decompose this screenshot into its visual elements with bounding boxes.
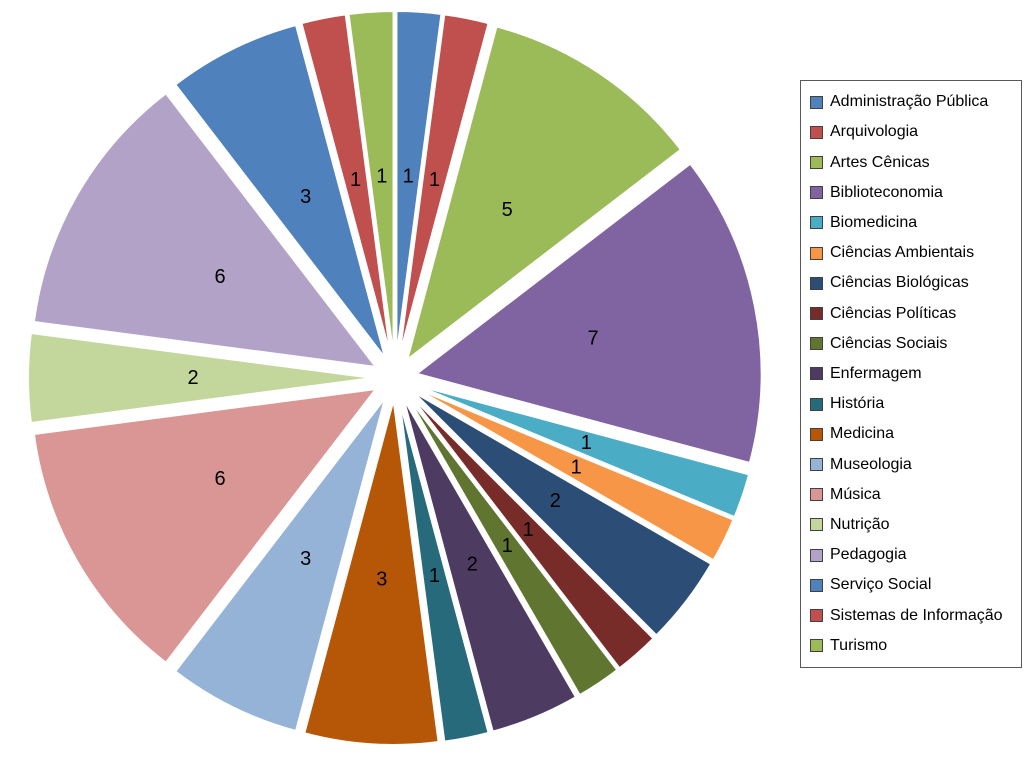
pie-slice-label: 6 bbox=[215, 266, 226, 288]
legend-label: Música bbox=[830, 485, 881, 503]
pie-slice-18: Sistemas de Informação: 1 bbox=[300, 13, 392, 358]
pie-slice-label: 1 bbox=[376, 165, 387, 187]
pie-slice-15: Nutrição: 2 bbox=[26, 331, 374, 425]
legend-swatch bbox=[810, 156, 823, 169]
legend-label: Pedagogia bbox=[830, 546, 907, 564]
pie-slice-label: 1 bbox=[350, 169, 361, 191]
legend-swatch bbox=[810, 427, 823, 441]
legend-item: Ciências Políticas bbox=[801, 304, 1021, 322]
legend-swatch bbox=[810, 518, 823, 532]
legend-label: Ciências Políticas bbox=[830, 304, 957, 322]
legend-label: Arquivologia bbox=[830, 123, 919, 141]
pie-slice-label: 6 bbox=[215, 468, 226, 490]
legend-label: Nutrição bbox=[830, 515, 890, 533]
legend-item: História bbox=[801, 396, 1021, 412]
legend-item: Biblioteconomia bbox=[801, 183, 1021, 201]
legend-label: Serviço Social bbox=[830, 576, 932, 594]
pie-slice-label: 1 bbox=[502, 535, 513, 557]
legend-label: Sistemas de Informação bbox=[830, 606, 1003, 624]
pie-slice-11: História: 1 bbox=[398, 398, 490, 743]
legend-item: Pedagogia bbox=[801, 547, 1021, 563]
pie-slice-label: 1 bbox=[581, 432, 592, 454]
pie-slice-9: Ciências Sociais: 1 bbox=[406, 395, 619, 697]
pie-slice-5: Biomedicina: 1 bbox=[414, 384, 751, 519]
legend-item: Turismo bbox=[801, 636, 1021, 654]
pie-slice-8: Ciências Políticas: 1 bbox=[408, 393, 655, 670]
pie-slice-19: Turismo: 1 bbox=[347, 10, 395, 358]
legend-swatch bbox=[810, 488, 823, 502]
legend-swatch bbox=[810, 548, 823, 562]
pie-slice-label: 5 bbox=[502, 199, 513, 221]
legend-swatch bbox=[810, 246, 823, 260]
legend-label: Museologia bbox=[830, 455, 912, 473]
pie-slice-label: 7 bbox=[588, 328, 599, 350]
legend-swatch bbox=[810, 578, 823, 592]
legend-item: Serviço Social bbox=[801, 577, 1021, 593]
pie-slice-16: Pedagogia: 6 bbox=[32, 92, 377, 368]
legend-item: Medicina bbox=[801, 426, 1021, 442]
legend-swatch bbox=[810, 367, 823, 381]
legend-item: Sistemas de Informação bbox=[801, 606, 1021, 624]
pie-slice-label: 1 bbox=[429, 565, 440, 587]
legend-item: Artes Cênicas bbox=[801, 153, 1021, 171]
legend-label: Ciências Ambientais bbox=[830, 244, 975, 262]
legend-label: Artes Cênicas bbox=[830, 153, 930, 171]
legend-item: Biomedicina bbox=[801, 213, 1021, 231]
legend-swatch bbox=[810, 609, 823, 623]
legend-item: Nutrição bbox=[801, 515, 1021, 533]
legend-swatch bbox=[810, 186, 823, 200]
legend-item: Ciências Sociais bbox=[801, 334, 1021, 352]
pie-slice-label: 1 bbox=[429, 169, 440, 191]
legend-swatch bbox=[810, 337, 823, 351]
pie-slice-label: 2 bbox=[467, 554, 478, 576]
pie-slice-label: 3 bbox=[300, 548, 311, 570]
legend-label: Biblioteconomia bbox=[830, 183, 943, 201]
legend-label: Ciências Biológicas bbox=[830, 274, 969, 292]
pie-plot-area: Administração Pública: 11Arquivologia: 1… bbox=[26, 10, 763, 746]
legend-label: Biomedicina bbox=[830, 213, 918, 231]
legend-label: Ciências Sociais bbox=[830, 334, 948, 352]
legend-swatch bbox=[810, 307, 823, 321]
legend-item: Ciências Ambientais bbox=[801, 245, 1021, 261]
legend-item: Administração Pública bbox=[801, 94, 1021, 110]
pie-slice-label: 2 bbox=[550, 490, 561, 512]
pie-slice-17: Serviço Social: 3 bbox=[174, 24, 387, 360]
legend-item: Arquivologia bbox=[801, 124, 1021, 140]
pie-slice-10: Enfermagem: 2 bbox=[402, 397, 577, 733]
pie-slice-label: 3 bbox=[376, 569, 387, 591]
pie-slice-label: 1 bbox=[403, 165, 414, 187]
legend-label: Administração Pública bbox=[830, 93, 989, 111]
pie-slice-4: Biblioteconomia: 7 bbox=[415, 162, 763, 464]
chart-legend: Administração Pública Arquivologia Artes C… bbox=[800, 80, 1022, 668]
legend-item: Enfermagem bbox=[801, 364, 1021, 382]
pie-slice-12: Medicina: 3 bbox=[303, 398, 440, 746]
pie-slice-1: Administração Pública: 1 bbox=[395, 10, 443, 358]
legend-label: História bbox=[830, 395, 885, 413]
legend-item: Música bbox=[801, 485, 1021, 503]
pie-slice-label: 3 bbox=[300, 186, 311, 208]
legend-swatch bbox=[810, 276, 823, 290]
legend-swatch bbox=[810, 458, 823, 472]
legend-label: Turismo bbox=[830, 636, 888, 654]
legend-item: Ciências Biológicas bbox=[801, 275, 1021, 291]
legend-swatch bbox=[810, 125, 823, 139]
legend-swatch bbox=[810, 95, 823, 109]
legend-label: Medicina bbox=[830, 425, 895, 443]
legend-swatch bbox=[810, 639, 823, 653]
pie-slice-7: Ciências Biológicas: 2 bbox=[411, 390, 713, 637]
legend-label: Enfermagem bbox=[830, 364, 922, 382]
pie-slice-label: 2 bbox=[187, 367, 198, 389]
pie-slice-label: 1 bbox=[571, 456, 582, 478]
pie-slice-13: Museologia: 3 bbox=[174, 396, 387, 732]
legend-swatch bbox=[810, 397, 823, 411]
pie-slice-2: Arquivologia: 1 bbox=[398, 13, 490, 358]
legend-item: Museologia bbox=[801, 455, 1021, 473]
legend-swatch bbox=[810, 216, 823, 230]
pie-slice-14: Música: 6 bbox=[32, 388, 377, 664]
pie-slice-3: Artes Cênicas: 5 bbox=[406, 25, 682, 361]
pie-slice-6: Ciências Ambientais: 1 bbox=[413, 386, 735, 562]
pie-chart: Administração Pública: 11Arquivologia: 1… bbox=[26, 10, 763, 746]
pie-slice-label: 1 bbox=[523, 519, 534, 541]
